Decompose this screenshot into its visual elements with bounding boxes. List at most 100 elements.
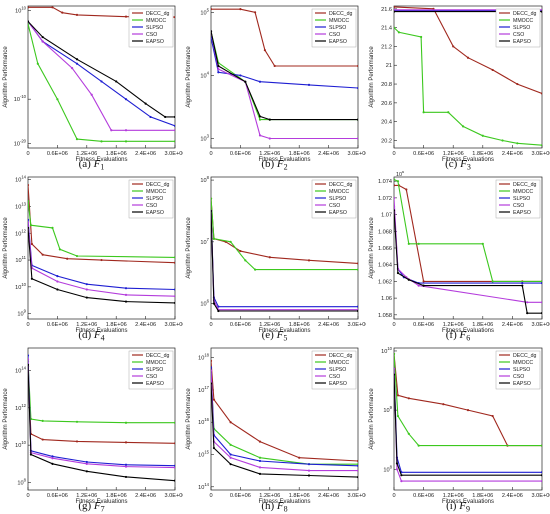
data-point: [124, 293, 128, 296]
legend-entry: CSO: [329, 374, 340, 380]
data-point: [56, 288, 59, 291]
y-tick-label: 1010: [15, 282, 27, 291]
data-point: [397, 31, 401, 34]
data-point: [211, 30, 213, 33]
x-tick-label: 3.0E+06: [165, 493, 184, 499]
data-point: [75, 440, 79, 443]
y-axis-label: Algorithm Performance: [369, 388, 375, 450]
y-axis-label: Algorithm Performance: [369, 46, 375, 108]
x-tick-label: 3.0E+06: [532, 493, 550, 499]
x-tick-label: 2.4E+06: [318, 151, 339, 157]
y-tick-label: 1011: [15, 255, 26, 264]
data-point: [307, 259, 311, 262]
chart-f6: 1.074 1.072 1.07 1.068 1.066 1.064 1.062 1.06 1.…: [369, 171, 550, 342]
data-point: [540, 312, 542, 315]
data-point: [540, 474, 542, 477]
data-point: [481, 242, 484, 245]
chart-f5: 108 107 106 0 0.6E+06 1.2E+06 1.8E+06 2.4E+06 3.…: [186, 175, 366, 342]
data-point: [356, 137, 358, 140]
y-tick-label: 10-20: [14, 139, 27, 148]
data-point: [217, 305, 220, 308]
data-point: [417, 242, 420, 245]
data-point: [356, 475, 358, 479]
data-point: [51, 462, 54, 465]
data-point: [258, 134, 262, 137]
data-point: [254, 11, 257, 14]
data-point: [405, 188, 408, 191]
data-point: [258, 118, 262, 121]
data-point: [149, 115, 152, 119]
data-point: [263, 49, 266, 52]
data-point: [211, 359, 213, 363]
legend-entry: DECC_dg: [329, 182, 352, 188]
data-point: [56, 98, 59, 101]
plot-frame: [210, 5, 359, 149]
data-point: [217, 64, 220, 68]
data-point: [124, 441, 128, 444]
legend-entry: EAPSO: [146, 39, 164, 45]
x-tick-label: 0.6E+06: [230, 322, 251, 328]
x-tick-label: 1.8E+06: [472, 322, 493, 328]
x-axis-label: Fitness Evaluations: [258, 499, 310, 505]
y-tick-label: 21.6: [381, 7, 392, 13]
data-point: [29, 453, 33, 456]
data-point: [417, 284, 420, 287]
y-tick-label: 20.2: [381, 138, 392, 144]
x-tick-label: 1.8E+06: [289, 151, 310, 157]
x-tick-label: 1.8E+06: [472, 493, 493, 499]
legend-entry: SLPSO: [513, 367, 530, 373]
subfigure-caption: (h) F8: [261, 500, 287, 513]
series-line-eapso: [28, 364, 175, 482]
series-line-decc-dg: [394, 353, 542, 447]
data-point: [28, 363, 30, 366]
data-point: [407, 278, 410, 281]
data-point: [540, 10, 542, 13]
data-point: [85, 288, 88, 291]
series-line-cso: [28, 222, 175, 297]
data-point: [211, 366, 213, 369]
x-tick-label: 2.4E+06: [135, 151, 156, 157]
series-line-mmocc: [28, 201, 175, 258]
y-tick-label: 1.068: [378, 229, 392, 235]
y-axis-label: Algorithm Performance: [3, 388, 9, 450]
legend-entry: DECC_dg: [329, 11, 352, 17]
data-point: [124, 300, 128, 303]
data-point: [28, 218, 30, 221]
data-point: [51, 455, 54, 458]
data-point: [254, 268, 257, 271]
data-point: [173, 261, 175, 264]
plot-frame: [393, 5, 543, 149]
x-tick-label: 3.0E+06: [348, 151, 367, 157]
x-tick-label: 1.8E+06: [289, 493, 310, 499]
plot-frame: [27, 347, 176, 491]
x-tick-label: 3.0E+06: [532, 151, 550, 157]
data-point: [540, 301, 542, 304]
series-line-eapso: [394, 210, 542, 314]
data-point: [173, 15, 175, 19]
data-point: [356, 459, 358, 463]
data-point: [516, 82, 519, 86]
data-point: [394, 10, 396, 13]
data-point: [491, 414, 494, 418]
data-point: [173, 464, 175, 467]
data-point: [100, 258, 103, 262]
y-tick-label: 1014: [15, 365, 27, 374]
data-point: [394, 209, 396, 212]
x-tick-label: 2.4E+06: [502, 493, 523, 499]
data-point: [124, 463, 128, 466]
legend-entry: DECC_dg: [146, 11, 169, 17]
data-point: [307, 463, 311, 466]
y-tick-label: 1010: [15, 440, 27, 449]
data-point: [540, 281, 542, 285]
y-tick-label: 109: [383, 405, 392, 414]
data-point: [124, 98, 128, 101]
data-point: [41, 438, 44, 441]
series-line-cso: [211, 210, 358, 311]
legend-entry: MMOCC: [146, 189, 166, 195]
legend-entry: SLPSO: [513, 25, 530, 31]
legend-entry: CSO: [146, 203, 157, 209]
data-point: [71, 67, 74, 70]
legend-entry: SLPSO: [146, 196, 163, 202]
legend-entry: MMOCC: [329, 360, 349, 366]
